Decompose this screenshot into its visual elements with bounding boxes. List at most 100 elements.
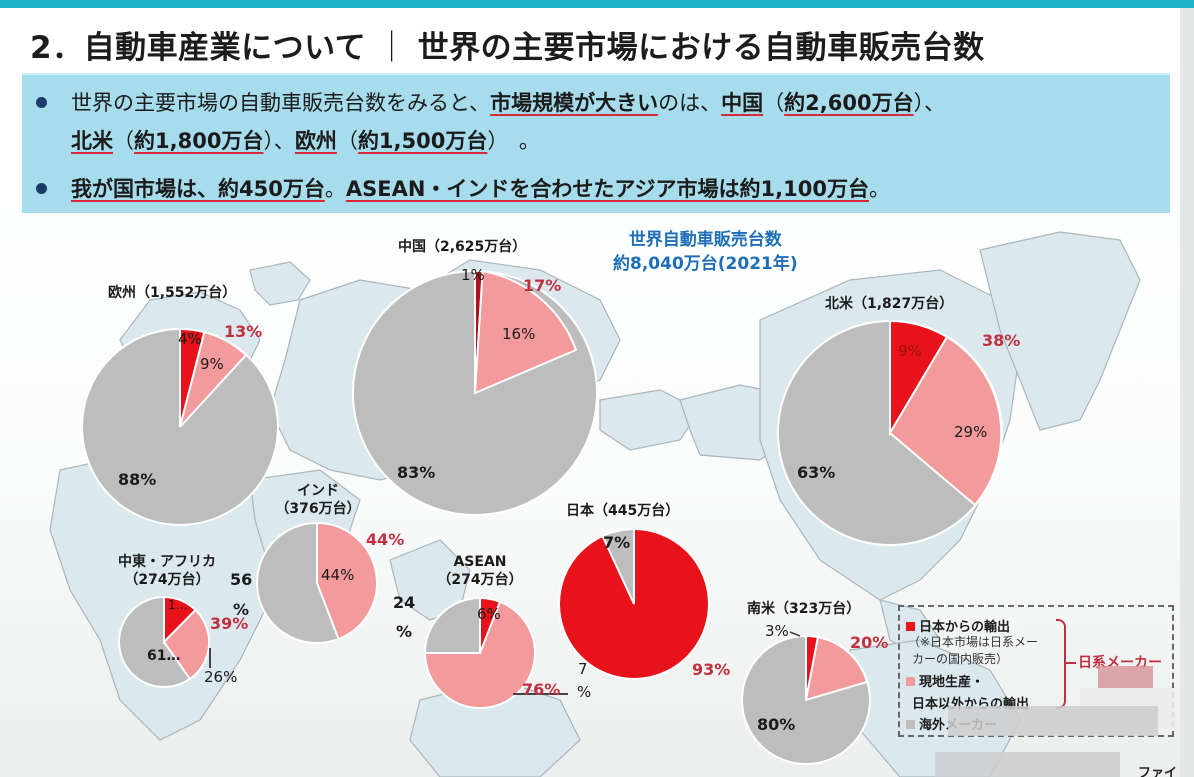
pct-asean-japanese: 76%	[522, 680, 561, 699]
pct-asean-foreign-b: %	[396, 622, 413, 641]
pct-india-japanese: 44%	[366, 530, 405, 549]
pie-label-india: インド （376万台）	[268, 482, 368, 518]
pie-label-asean: ASEAN （274万台）	[430, 553, 530, 589]
pie-label-asean-name: ASEAN	[453, 554, 507, 570]
pie-south-america	[741, 634, 871, 765]
pct-asean-foreign-a: 24	[393, 593, 416, 612]
pct-india-local: 44%	[321, 566, 355, 584]
pct-india-foreign-b: %	[233, 600, 250, 619]
pct-mea-japanese: 39%	[210, 614, 249, 633]
pct-mea-export: 1…	[168, 598, 188, 612]
pct-na-foreign: 63%	[797, 463, 836, 482]
summary-box: 世界の主要市場の自動車販売台数をみると、市場規模が大きいのは、中国（約2,600…	[22, 73, 1170, 213]
summary-bullet-1-line-2: 北米（約1,800万台）、欧州（約1,500万台） 。	[71, 121, 540, 161]
pie-label-asean-total: （274万台）	[437, 572, 523, 588]
text: （	[113, 129, 134, 153]
pct-china-export: 1%	[461, 266, 485, 284]
emphasis: ASEAN・インドを合わせたアジア市場は約1,100万台	[345, 177, 869, 201]
legend-brace-tick	[1066, 662, 1076, 664]
pct-china-foreign: 83%	[397, 463, 436, 482]
summary-bullet-2: 我が国市場は、約450万台。ASEAN・インドを合わせたアジア市場は約1,100…	[36, 169, 890, 209]
text: ） 。	[487, 129, 540, 153]
emphasis: 北米	[71, 129, 113, 153]
text: 。	[324, 177, 346, 201]
text: 世界の主要市場の自動車販売台数をみると、	[71, 91, 491, 115]
legend-label: 日本からの輸出	[919, 620, 1011, 635]
legend-note-1: （※日本市場は日系メー	[908, 635, 1039, 649]
emphasis: 約1,500万台	[357, 129, 488, 153]
legend-label: 現地生産・	[919, 675, 985, 690]
pct-na-local: 29%	[954, 423, 988, 441]
emphasis: 約2,600万台	[784, 91, 914, 115]
world-total: 世界自動車販売台数 約8,040万台(2021年)	[613, 228, 798, 276]
pie-label-japan: 日本（445万台）	[566, 503, 680, 519]
text: （	[763, 91, 785, 115]
summary-bullet-1: 世界の主要市場の自動車販売台数をみると、市場規模が大きいのは、中国（約2,600…	[36, 83, 945, 123]
legend-swatch-gray-icon	[906, 720, 915, 729]
pie-label-mea: 中東・アフリカ （274万台）	[112, 553, 222, 589]
leader-line	[789, 631, 801, 637]
pct-europe-export: 4%	[178, 330, 202, 348]
emphasis: 約1,800万台	[134, 129, 264, 153]
title-section: 2．自動車産業について	[30, 30, 367, 66]
pie-label-mea-name: 中東・アフリカ	[118, 554, 216, 570]
pct-mea-foreign: 61…	[147, 648, 181, 664]
text: のは、	[658, 91, 722, 115]
pie-label-south-america: 南米（323万台）	[747, 601, 861, 617]
pct-europe-local: 9%	[200, 355, 224, 373]
pie-label-europe: 欧州（1,552万台）	[108, 285, 237, 301]
pie-india	[256, 521, 378, 644]
top-accent-bar	[0, 0, 1194, 8]
pie-europe	[81, 327, 279, 526]
pie-middle-east-africa	[118, 595, 211, 688]
pie-label-china: 中国（2,625万台）	[398, 239, 527, 255]
legend-box	[898, 605, 1174, 737]
pct-japan-japanese: 93%	[692, 660, 731, 679]
pct-china-local: 16%	[502, 325, 536, 343]
bullet-dot-icon	[36, 96, 47, 108]
pct-asean-local-b: %	[577, 683, 592, 701]
pie-label-north-america: 北米（1,827万台）	[825, 296, 954, 312]
pct-europe-foreign: 88%	[118, 470, 157, 489]
obscured-region	[1098, 666, 1153, 688]
pie-label-india-name: インド	[297, 483, 339, 499]
world-total-value: 約8,040万台(2021年)	[613, 254, 798, 274]
pie-japan	[558, 527, 710, 680]
page-title: 2．自動車産業について｜世界の主要市場における自動車販売台数	[30, 22, 985, 67]
pie-label-india-total: （376万台）	[275, 501, 361, 517]
text: （	[336, 129, 358, 153]
legend-swatch-red-icon	[906, 622, 915, 631]
title-separator: ｜	[376, 30, 408, 66]
text: 。	[868, 177, 890, 201]
pct-sa-foreign: 80%	[757, 715, 796, 734]
pct-na-export: 9%	[898, 342, 922, 360]
legend-item-export: 日本からの輸出	[906, 616, 1010, 635]
pct-sa-japanese: 20%	[850, 633, 889, 652]
emphasis: 欧州	[294, 129, 337, 153]
pct-asean-export: 6%	[477, 605, 501, 623]
title-main: 世界の主要市場における自動車販売台数	[417, 30, 985, 66]
pct-mea-local: 26%	[204, 668, 238, 686]
text: ）、	[263, 129, 295, 153]
pct-japan-foreign: 7%	[603, 533, 631, 552]
emphasis: 我が国市場は、約450万台	[71, 177, 325, 201]
obscured-region	[948, 706, 1158, 736]
pie-north-america	[777, 319, 1003, 546]
pie-china	[352, 269, 598, 516]
bullet-dot-icon	[36, 182, 47, 194]
legend-item-local: 現地生産・	[906, 671, 984, 690]
slide-edge	[1180, 8, 1194, 777]
obscured-region	[935, 752, 1120, 777]
pct-india-foreign-a: 56	[230, 570, 253, 589]
pct-china-japanese: 17%	[523, 276, 562, 295]
legend-note-2: カーの国内販売）	[912, 652, 1009, 666]
footer-partial-text: ファイ	[1138, 766, 1178, 777]
pie-asean	[423, 596, 536, 709]
pct-sa-export: 3%	[765, 622, 789, 640]
world-total-title: 世界自動車販売台数	[628, 230, 782, 250]
legend-swatch-pink-icon	[906, 677, 915, 686]
text: ）、	[913, 91, 946, 115]
pct-europe-japanese: 13%	[224, 322, 263, 341]
pct-asean-local-a: 7	[578, 660, 588, 678]
